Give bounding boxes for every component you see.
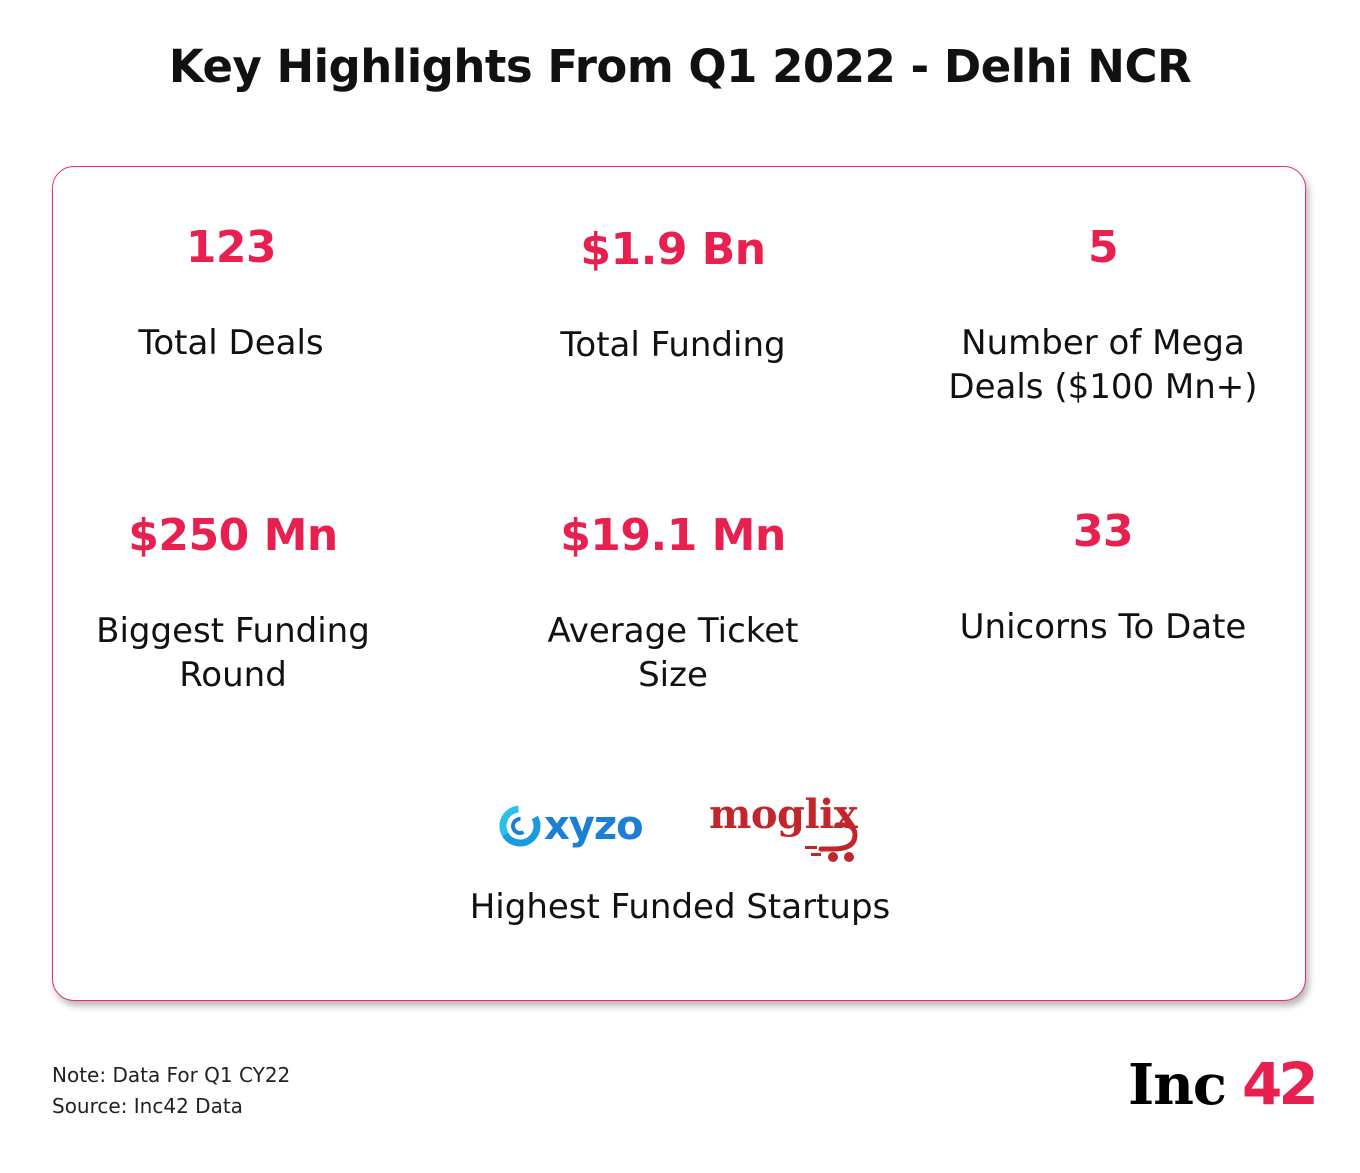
page-title: Key Highlights From Q1 2022 - Delhi NCR: [168, 40, 1192, 93]
stat-average-ticket: $19.1 Mn Average Ticket Size: [463, 511, 883, 697]
stat-biggest-round: $250 Mn Biggest Funding Round: [23, 511, 443, 697]
oxyzo-swirl-icon: [499, 805, 541, 847]
stat-label: Number of Mega Deals ($100 Mn+): [948, 323, 1258, 407]
stat-total-deals: 123 Total Deals: [21, 223, 441, 365]
startup-logos: xyzo moglix: [53, 791, 1307, 883]
moglix-wordmark: moglix: [709, 791, 858, 838]
brand-num: 42: [1242, 1050, 1319, 1118]
stat-value: $1.9 Bn: [580, 224, 766, 275]
stat-total-funding: $1.9 Bn Total Funding: [463, 225, 883, 367]
inc42-logo: Inc 42: [1128, 1050, 1319, 1122]
stat-label: Total Funding: [560, 325, 786, 365]
stat-unicorns: 33 Unicorns To Date: [893, 507, 1313, 649]
source-text: Source: Inc42 Data: [52, 1094, 243, 1118]
oxyzo-wordmark: xyzo: [544, 803, 644, 849]
stat-label: Biggest Funding Round: [96, 611, 370, 695]
notes: Note: Data For Q1 CY22 Source: Inc42 Dat…: [52, 1060, 290, 1122]
highlights-card: 123 Total Deals $1.9 Bn Total Funding 5 …: [52, 166, 1306, 1001]
stat-label: Unicorns To Date: [959, 607, 1247, 647]
stat-label: Total Deals: [138, 323, 324, 363]
stat-value: 5: [1087, 222, 1119, 273]
moglix-logo: moglix: [709, 791, 879, 871]
stat-value: 123: [185, 222, 277, 273]
stat-label: Average Ticket Size: [547, 611, 799, 695]
stat-value: $19.1 Mn: [560, 510, 786, 561]
note-text: Note: Data For Q1 CY22: [52, 1063, 291, 1087]
stat-value: $250 Mn: [128, 510, 338, 561]
oxyzo-logo: xyzo: [498, 803, 644, 849]
moglix-cart-icon: [805, 822, 858, 862]
stat-mega-deals: 5 Number of Mega Deals ($100 Mn+): [893, 223, 1313, 409]
stat-value: 33: [1072, 506, 1134, 557]
brand-inc: Inc: [1128, 1052, 1227, 1118]
startups-caption: Highest Funded Startups: [469, 887, 891, 927]
